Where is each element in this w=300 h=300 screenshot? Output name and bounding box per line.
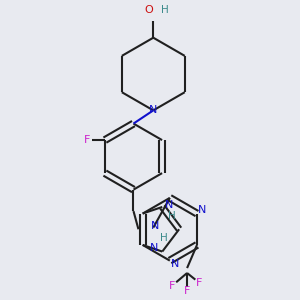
- Text: F: F: [195, 278, 202, 288]
- Text: F: F: [83, 135, 90, 145]
- Text: F: F: [169, 281, 175, 291]
- Text: F: F: [184, 286, 190, 296]
- Text: N: N: [149, 105, 158, 116]
- Text: H: H: [161, 4, 169, 15]
- Text: H: H: [160, 233, 168, 243]
- Text: H: H: [168, 211, 175, 221]
- Text: O: O: [144, 4, 153, 15]
- Text: N: N: [150, 243, 158, 253]
- Text: N: N: [171, 259, 179, 269]
- Text: N: N: [165, 200, 173, 210]
- Text: N: N: [151, 221, 159, 231]
- Text: N: N: [198, 205, 206, 215]
